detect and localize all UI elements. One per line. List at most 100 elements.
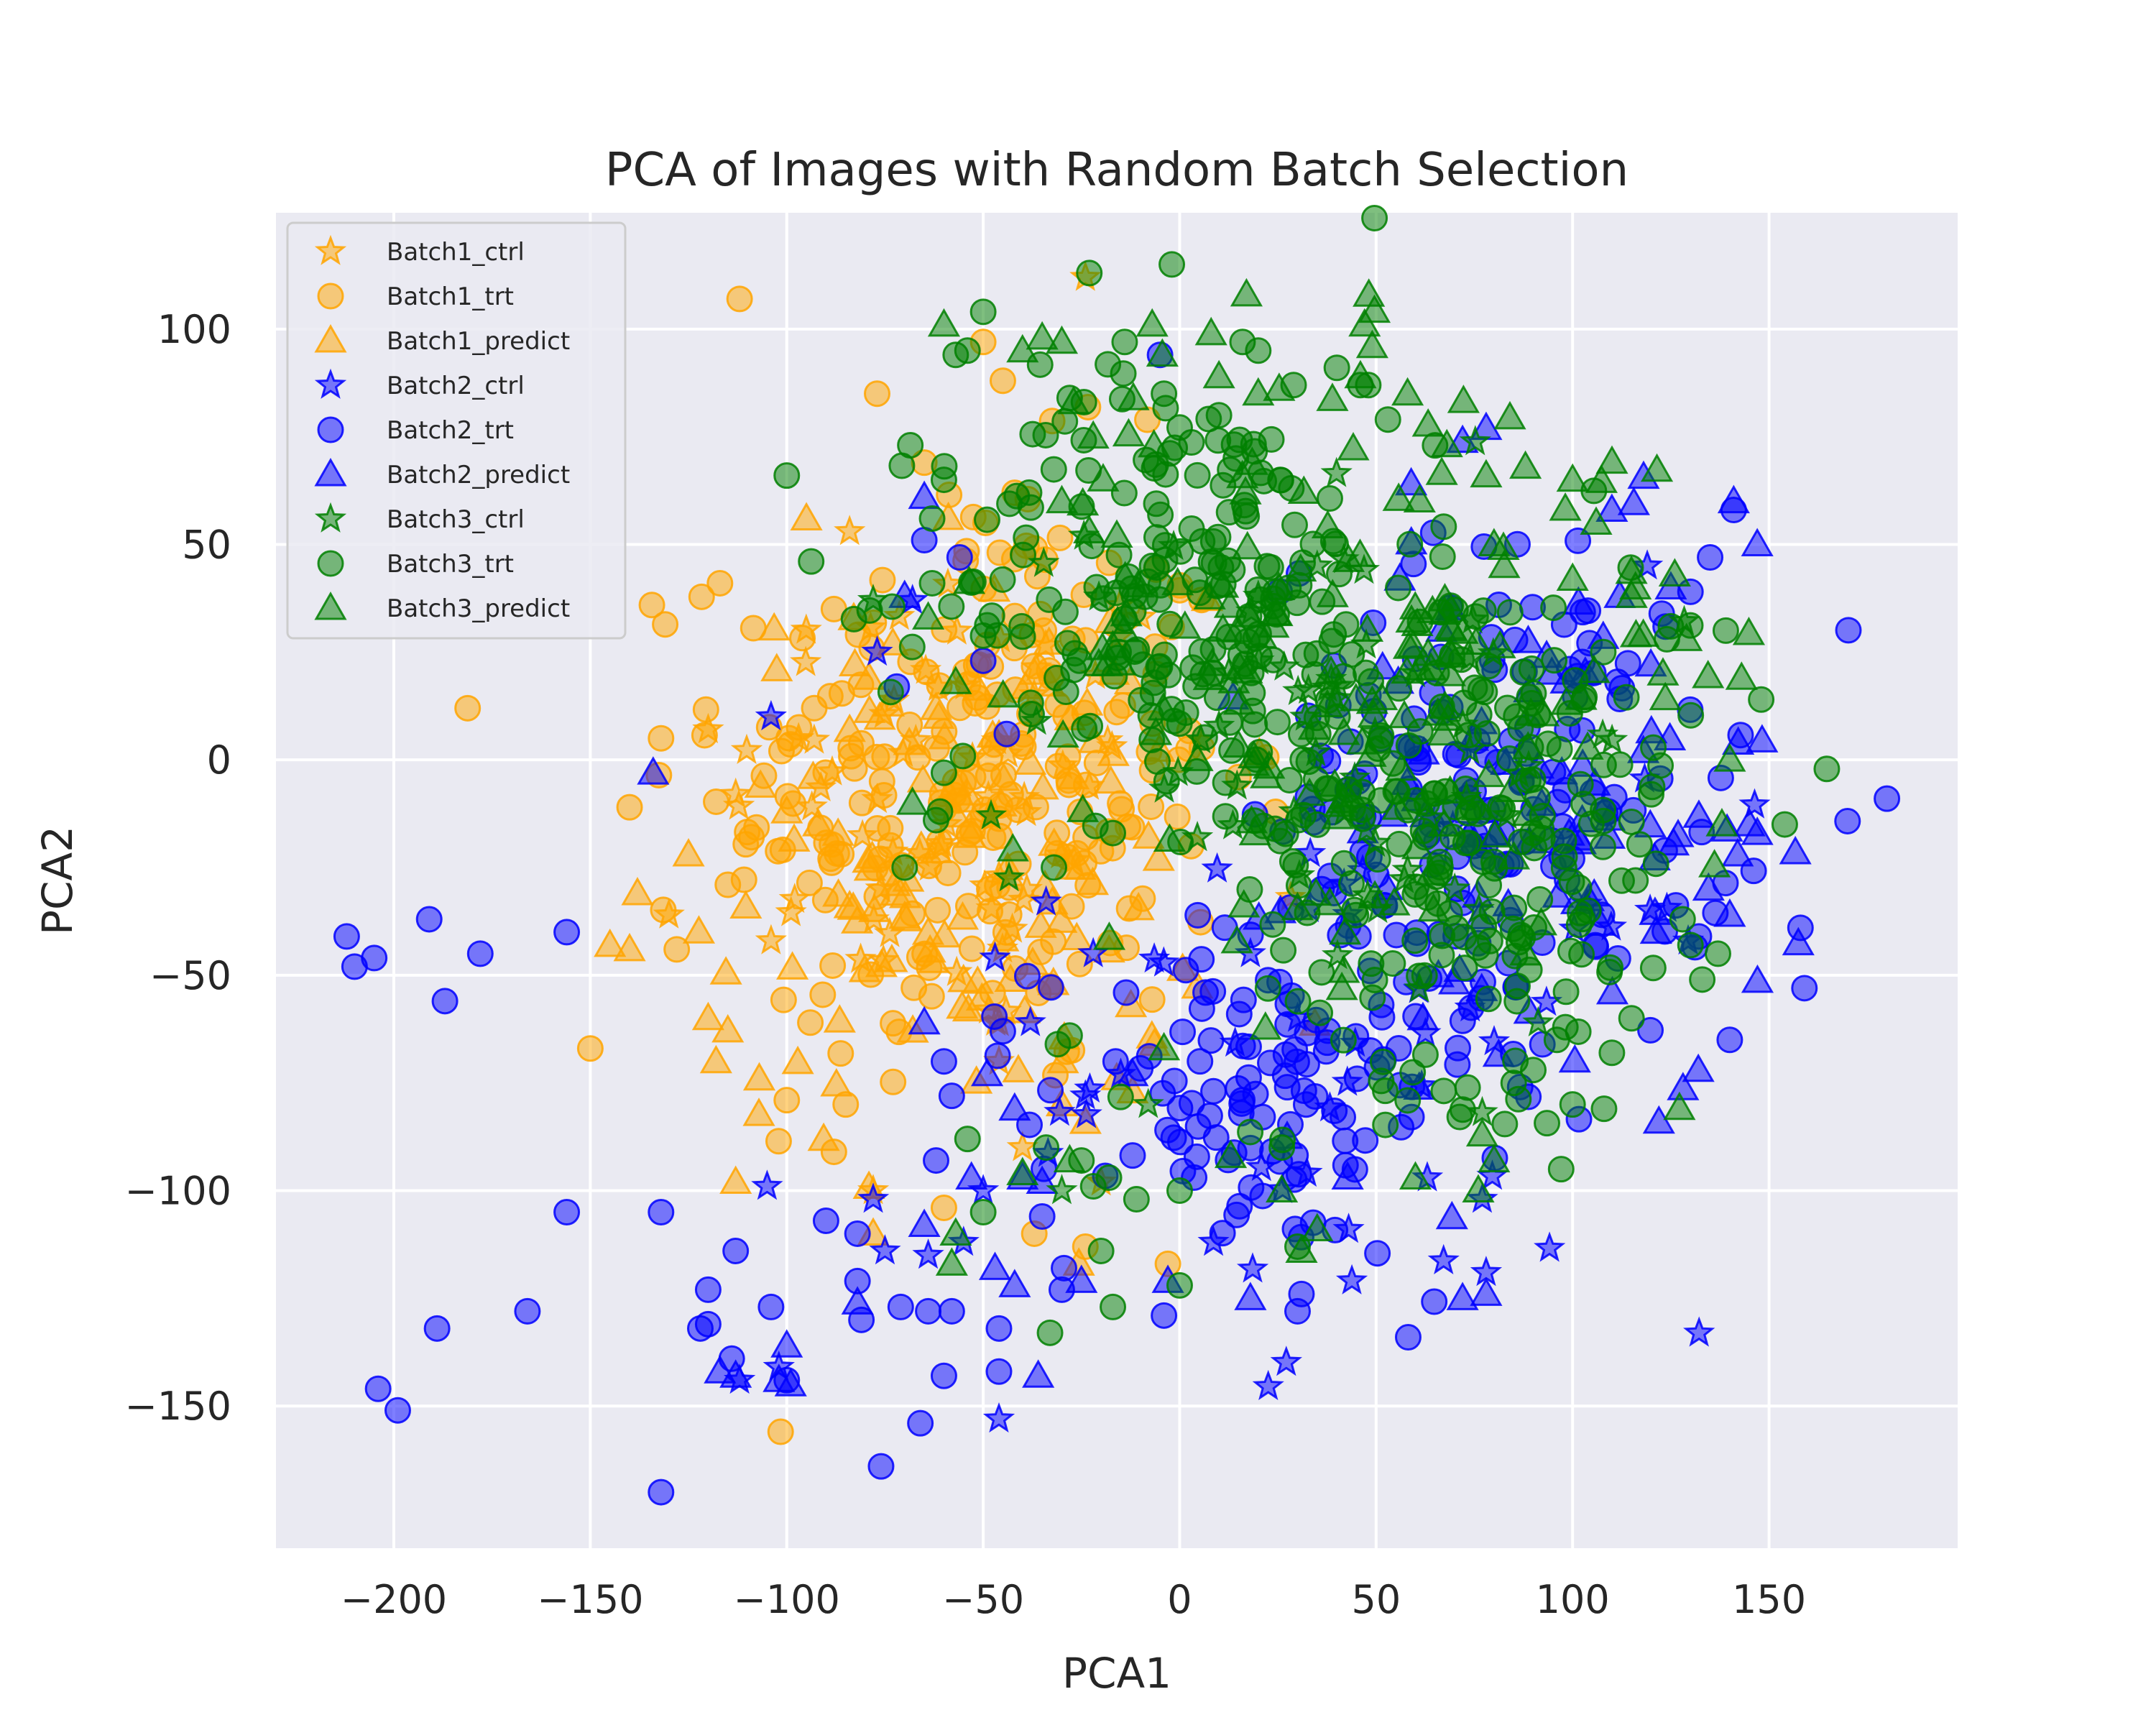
circle-point	[969, 298, 997, 326]
circle-point	[985, 1315, 1013, 1342]
circle-point	[1192, 979, 1220, 1006]
triangle-point	[1619, 571, 1652, 599]
triangle-point	[1585, 464, 1618, 493]
x-tick-label: −100	[734, 1577, 840, 1622]
triangle-point	[1396, 629, 1429, 658]
triangle-point	[841, 1286, 874, 1315]
triangle-point	[852, 844, 885, 873]
circle-point	[1197, 1027, 1225, 1054]
triangle-point	[1297, 711, 1330, 740]
triangle-point	[1046, 1044, 1079, 1074]
circle-point	[1111, 328, 1138, 356]
star-point	[975, 799, 1008, 829]
circle-point	[770, 986, 797, 1013]
star-point	[755, 699, 787, 731]
triangle-point	[858, 893, 891, 922]
triangle-point	[1422, 697, 1455, 726]
circle-point	[1475, 985, 1502, 1013]
triangle-point	[1329, 916, 1362, 945]
triangle-point	[1006, 1156, 1039, 1186]
circle-point	[1874, 785, 1901, 812]
triangle-point	[1414, 652, 1447, 681]
triangle-point	[852, 661, 885, 690]
triangle-point	[1524, 906, 1558, 936]
star-point	[1282, 674, 1314, 705]
triangle-point	[1235, 804, 1268, 834]
star-point	[751, 1169, 783, 1200]
triangle-point	[896, 786, 929, 815]
triangle-point	[1202, 359, 1235, 389]
triangle-point	[1262, 571, 1296, 600]
triangle-point	[908, 480, 941, 510]
triangle-point	[1147, 692, 1180, 721]
circle-point	[1396, 530, 1424, 558]
circle-point	[1054, 743, 1082, 770]
circle-point	[576, 1035, 604, 1062]
circle-point	[1598, 1039, 1626, 1067]
triangle-point	[790, 502, 823, 531]
circle-point	[1590, 638, 1617, 666]
triangle-point	[682, 915, 716, 944]
circle-point	[1158, 251, 1186, 278]
circle-point	[648, 724, 675, 752]
triangle-point	[1446, 1282, 1479, 1310]
triangle-point	[1153, 823, 1187, 852]
circle-point	[801, 694, 828, 722]
triangle-point	[1497, 841, 1531, 870]
circle-point	[958, 935, 985, 962]
triangle-point	[1682, 799, 1715, 828]
triangle-point	[1146, 338, 1179, 367]
circle-point	[1233, 503, 1261, 530]
triangle-point	[1478, 528, 1511, 557]
star-point	[1522, 1006, 1554, 1036]
legend-triangle-marker	[314, 323, 347, 353]
circle-point	[1112, 979, 1140, 1006]
triangle-point	[998, 1092, 1031, 1121]
series-batch3-predict	[896, 277, 1766, 1276]
triangle-point	[1692, 659, 1725, 689]
star-point	[869, 1234, 901, 1265]
circle-point	[364, 1375, 392, 1402]
triangle-point	[939, 1217, 972, 1246]
circle-point	[907, 1409, 934, 1437]
triangle-point	[987, 762, 1021, 791]
legend: Batch1_ctrl Batch1_trt Batch1_predict Batch…	[286, 221, 627, 640]
circle-point	[1499, 915, 1526, 942]
circle-point	[514, 1297, 541, 1325]
triangle-point	[1249, 1011, 1282, 1040]
triangle-point	[1565, 681, 1598, 710]
triangle-point	[1104, 647, 1138, 676]
triangle-point	[1193, 581, 1226, 610]
circle-point	[1647, 752, 1674, 779]
circle-point	[977, 898, 1004, 925]
circle-point	[938, 593, 965, 620]
y-tick-label: 100	[157, 307, 231, 352]
triangle-point	[978, 1251, 1012, 1280]
star-point	[1320, 456, 1353, 487]
circle-point	[1589, 833, 1616, 860]
star-point	[1069, 1079, 1102, 1110]
circle-point	[1358, 950, 1385, 978]
triangle-point	[1617, 487, 1650, 515]
circle-point	[1813, 755, 1841, 783]
triangle-point	[1087, 463, 1120, 492]
circle-point	[1123, 1186, 1150, 1213]
circle-point	[1369, 1048, 1396, 1075]
triangle-point	[1332, 543, 1365, 572]
circle-point	[877, 678, 904, 706]
legend-entry-label: Batch3_ctrl	[387, 505, 525, 534]
triangle-point	[952, 565, 986, 594]
triangle-point	[1002, 1054, 1035, 1082]
circle-point	[773, 1087, 801, 1114]
triangle-point	[913, 934, 946, 963]
circle-point	[930, 759, 957, 786]
circle-point	[1534, 1110, 1561, 1137]
circle-point	[878, 593, 906, 620]
circle-point	[1374, 406, 1401, 433]
triangle-point	[928, 720, 962, 750]
circle-point	[1771, 811, 1798, 838]
triangle-point	[1327, 954, 1360, 983]
circle-point	[1748, 686, 1775, 713]
circle-point	[1046, 524, 1074, 551]
triangle-point	[1595, 445, 1628, 474]
